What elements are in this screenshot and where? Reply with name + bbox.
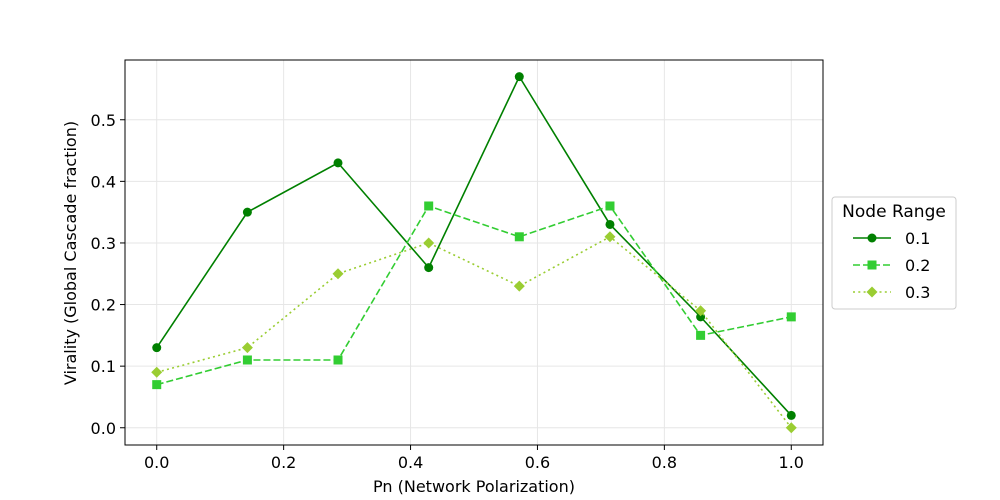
x-axis-label: Pn (Network Polarization) — [373, 477, 575, 496]
series-line — [156, 74, 792, 416]
legend-entry: 0.2 — [853, 256, 930, 275]
data-point — [424, 263, 434, 273]
data-point — [605, 219, 615, 229]
series-0.2 — [152, 201, 796, 390]
data-point — [333, 158, 343, 168]
data-point — [695, 305, 707, 317]
data-point — [152, 343, 162, 353]
series-0.1 — [152, 72, 796, 420]
data-point — [604, 231, 616, 243]
y-axis-label: Virality (Global Cascade fraction) — [61, 121, 80, 385]
legend-label: 0.2 — [905, 256, 930, 275]
data-point — [514, 232, 524, 242]
plot-frame — [124, 59, 824, 446]
x-tick-label: 1.0 — [779, 453, 804, 472]
legend-entry: 0.1 — [853, 229, 930, 248]
legend-label: 0.3 — [905, 283, 930, 302]
legend-marker — [866, 286, 878, 298]
y-tick-label: 0.2 — [91, 296, 116, 315]
data-point — [786, 410, 796, 420]
y-tick-label: 0.0 — [91, 419, 116, 438]
data-point — [423, 237, 435, 249]
y-tick-label: 0.4 — [91, 172, 116, 191]
x-tick-label: 0.2 — [271, 453, 296, 472]
y-tick-label: 0.1 — [91, 357, 116, 376]
legend: Node Range 0.1 0.2 0.3 — [831, 196, 957, 310]
legend-marker — [867, 260, 877, 270]
data-point — [333, 355, 343, 365]
data-point — [785, 422, 797, 434]
x-tick-label: 0.4 — [398, 453, 423, 472]
y-tick-label: 0.5 — [91, 111, 116, 130]
series-layer — [151, 72, 797, 434]
legend-marker — [867, 233, 877, 243]
grid — [125, 60, 823, 445]
series-line — [156, 235, 792, 429]
series-line — [156, 205, 792, 386]
data-point — [424, 201, 434, 211]
x-tick-label: 0.6 — [525, 453, 550, 472]
legend-entries: 0.1 0.2 0.3 — [853, 229, 930, 302]
data-point — [241, 342, 253, 354]
series-0.3 — [151, 231, 797, 434]
axis-ticks: 0.0 0.2 0.4 0.6 0.8 1.0 0.0 0.1 0.2 0.3 0.4 0.5 — [91, 111, 804, 472]
data-point — [242, 207, 252, 217]
y-tick-label: 0.3 — [91, 234, 116, 253]
x-tick-label: 0.8 — [652, 453, 677, 472]
data-point — [514, 72, 524, 82]
data-point — [332, 268, 344, 280]
legend-title: Node Range — [842, 202, 946, 222]
data-point — [151, 366, 163, 378]
data-point — [605, 201, 615, 211]
data-point — [513, 280, 525, 292]
legend-entry: 0.3 — [853, 283, 930, 302]
legend-box — [831, 196, 957, 310]
data-point — [242, 355, 252, 365]
x-tick-label: 0.0 — [144, 453, 169, 472]
data-point — [696, 330, 706, 340]
data-point — [786, 312, 796, 322]
legend-label: 0.1 — [905, 229, 930, 248]
data-point — [152, 380, 162, 390]
